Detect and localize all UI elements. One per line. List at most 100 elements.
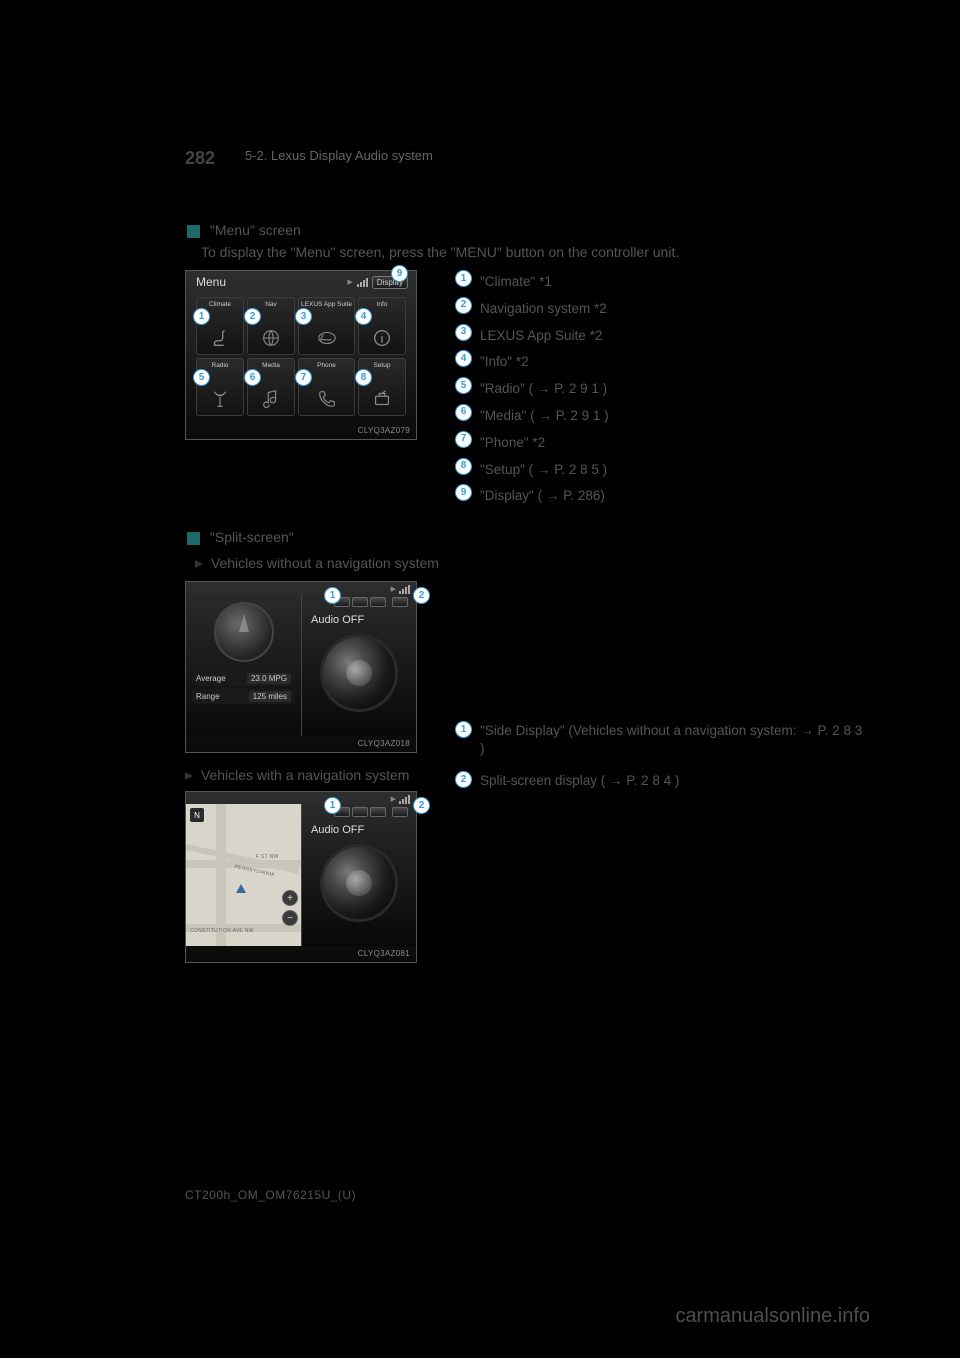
menu-cell-phone[interactable]: 7 Phone <box>298 358 355 416</box>
map-street-label: CONSTITUTION AVE NW <box>190 928 254 934</box>
badge-7-inline: 7 <box>455 431 472 448</box>
pill-button[interactable] <box>352 807 368 817</box>
menu-title: Menu <box>196 275 226 289</box>
watermark: carmanualsonline.info <box>675 1305 870 1328</box>
pill-expand-button[interactable] <box>392 597 408 607</box>
audio-panel: 1 2 Audio OFF <box>301 594 416 736</box>
speaker-icon <box>320 844 398 922</box>
badge-8-inline: 8 <box>455 458 472 475</box>
list-item: 9"Display" ( → P. 286) <box>455 484 870 508</box>
section-split-screen: "Split-screen" <box>187 529 870 545</box>
arrow-icon <box>185 772 193 780</box>
signal-triangle-icon: ▶ <box>347 278 352 286</box>
list-item: 2Navigation system *2 <box>455 297 870 321</box>
compass-panel: Average 23.0 MPG Range 125 miles <box>186 594 301 736</box>
info-row-range: Range 125 miles <box>192 689 295 704</box>
breadcrumb: 5-2. Lexus Display Audio system <box>245 148 433 163</box>
callout-badge-2: 2 <box>413 797 430 814</box>
list-item: 4"Info" *2 <box>455 350 870 374</box>
triangle-icon: ▶ <box>391 795 396 803</box>
nav-globe-icon <box>259 326 283 350</box>
audio-off-label: Audio OFF <box>311 614 410 626</box>
radio-antenna-icon <box>208 387 232 411</box>
callout-badge-7: 7 <box>295 369 312 386</box>
split-status-bar: ▶ <box>186 582 416 594</box>
compass-icon <box>214 602 274 662</box>
signal-bars-icon <box>357 278 368 287</box>
badge-6-inline: 6 <box>455 404 472 421</box>
phone-icon <box>315 387 339 411</box>
badge-2-inline: 2 <box>455 771 472 788</box>
badge-1-inline: 1 <box>455 270 472 287</box>
callout-badge-9: 9 <box>391 265 408 282</box>
menu-cell-climate[interactable]: 1 Climate <box>196 297 244 355</box>
figure-code: CLYQ3AZ079 <box>358 426 410 435</box>
split-status-bar: ▶ <box>186 792 416 804</box>
badge-5-inline: 5 <box>455 377 472 394</box>
section-title-text: "Split-screen" <box>210 529 294 545</box>
setup-toolbox-icon <box>370 387 394 411</box>
audio-off-label: Audio OFF <box>311 824 410 836</box>
arrow-icon <box>195 560 203 568</box>
callout-badge-2: 2 <box>244 308 261 325</box>
section-menu-screen: "Menu" screen <box>187 222 870 238</box>
section1-intro: To display the "Menu" screen, press the … <box>201 244 870 260</box>
callout-badge-4: 4 <box>355 308 372 325</box>
figure-split-compass: ▶ Average 23.0 MPG Range 125 miles <box>185 581 417 753</box>
menu-cell-media[interactable]: 6 Media <box>247 358 295 416</box>
bullet-icon <box>187 225 200 238</box>
menu-cell-nav[interactable]: 2 Nav <box>247 297 295 355</box>
sub-without-nav: Vehicles without a navigation system <box>195 555 870 571</box>
music-note-icon <box>259 387 283 411</box>
menu-grid: 1 Climate 2 Nav 3 LEXUS App Suite <box>186 291 416 422</box>
speaker-icon <box>320 634 398 712</box>
menu-cell-app-suite[interactable]: 3 LEXUS App Suite <box>298 297 355 355</box>
manual-page: 282 5-2. Lexus Display Audio system "Men… <box>0 0 960 1358</box>
list-item: 1 "Side Display" (Vehicles without a nav… <box>455 721 870 757</box>
page-number: 282 <box>185 148 215 169</box>
list-item: 6"Media" ( → P. 2 9 1 ) <box>455 404 870 428</box>
lexus-logo-icon <box>315 326 339 350</box>
callout-badge-5: 5 <box>193 369 210 386</box>
menu-item-list: 1"Climate" *1 2Navigation system *2 3LEX… <box>455 270 870 511</box>
info-row-average: Average 23.0 MPG <box>192 671 295 686</box>
figure-code: CLYQ3AZ081 <box>358 949 410 958</box>
sub-with-nav: Vehicles with a navigation system <box>185 767 417 783</box>
list-item: 3LEXUS App Suite *2 <box>455 324 870 348</box>
section-title-text: "Menu" screen <box>210 222 301 238</box>
pill-button[interactable] <box>370 807 386 817</box>
split-item-list: 1 "Side Display" (Vehicles without a nav… <box>455 581 870 963</box>
signal-bars-icon <box>399 795 410 804</box>
triangle-icon: ▶ <box>391 585 396 593</box>
info-icon <box>370 326 394 350</box>
figure-split-map: ▶ N F ST NW PENNSYLVANIA CONSTITUTION AV… <box>185 791 417 963</box>
pill-button[interactable] <box>370 597 386 607</box>
menu-header: Menu ▶ Display <box>186 271 416 291</box>
callout-badge-6: 6 <box>244 369 261 386</box>
map-street-label: F ST NW <box>256 854 279 860</box>
signal-bars-icon <box>399 585 410 594</box>
map-panel[interactable]: N F ST NW PENNSYLVANIA CONSTITUTION AVE … <box>186 804 301 946</box>
figure-code: CLYQ3AZ018 <box>358 739 410 748</box>
car-position-icon <box>236 884 246 893</box>
list-item: 1"Climate" *1 <box>455 270 870 294</box>
pill-button[interactable] <box>352 597 368 607</box>
badge-1-inline: 1 <box>455 721 472 738</box>
zoom-in-button[interactable]: + <box>282 890 298 906</box>
callout-badge-8: 8 <box>355 369 372 386</box>
badge-3-inline: 3 <box>455 324 472 341</box>
seat-climate-icon <box>208 326 232 350</box>
list-item: 2 Split-screen display ( → P. 2 8 4 ) <box>455 771 870 790</box>
list-item: 5"Radio" ( → P. 2 9 1 ) <box>455 377 870 401</box>
menu-cell-radio[interactable]: 5 Radio <box>196 358 244 416</box>
model-year-footer: CT200h_OM_OM76215U_(U) <box>185 1188 356 1202</box>
pill-expand-button[interactable] <box>392 807 408 817</box>
list-item: 7"Phone" *2 <box>455 431 870 455</box>
menu-cell-setup[interactable]: 8 Setup <box>358 358 406 416</box>
callout-badge-3: 3 <box>295 308 312 325</box>
audio-panel: 1 2 Audio OFF <box>301 804 416 946</box>
callout-badge-1: 1 <box>193 308 210 325</box>
menu-cell-info[interactable]: 4 Info <box>358 297 406 355</box>
badge-9-inline: 9 <box>455 484 472 501</box>
figure-menu-screen: 9 Menu ▶ Display 1 Climate 2 <box>185 270 417 440</box>
